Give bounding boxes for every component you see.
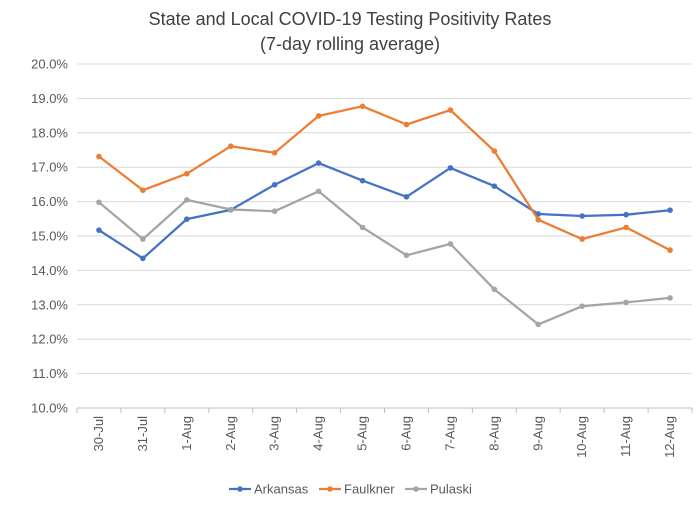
y-tick-label: 18.0% — [31, 125, 68, 140]
data-point-pulaski — [96, 199, 102, 206]
data-point-arkansas — [140, 255, 146, 262]
y-tick-label: 17.0% — [31, 160, 68, 175]
data-point-faulkner — [227, 143, 234, 150]
data-point-pulaski — [667, 295, 673, 301]
legend-label: Arkansas — [254, 482, 309, 497]
x-tick-label: 10-Aug — [574, 416, 589, 458]
data-point-pulaski — [227, 206, 234, 213]
legend-label: Faulkner — [344, 482, 395, 497]
data-point-arkansas — [623, 211, 629, 218]
data-point-arkansas — [447, 165, 454, 171]
data-point-faulkner — [271, 149, 278, 156]
data-point-faulkner — [535, 217, 542, 223]
data-point-faulkner — [579, 236, 585, 242]
x-tick-label: 3-Aug — [267, 416, 282, 451]
data-point-faulkner — [447, 107, 454, 113]
data-point-pulaski — [315, 188, 322, 195]
data-point-faulkner — [359, 103, 366, 110]
chart-subtitle: (7-day rolling average) — [259, 34, 441, 54]
y-tick-label: 14.0% — [31, 263, 68, 278]
data-point-faulkner — [184, 170, 190, 177]
data-point-faulkner — [315, 113, 322, 119]
x-tick-label: 1-Aug — [179, 416, 194, 451]
data-point-arkansas — [579, 213, 585, 219]
x-tick-label: 4-Aug — [311, 416, 326, 451]
data-point-faulkner — [403, 121, 410, 128]
data-point-pulaski — [447, 241, 454, 247]
data-point-pulaski — [623, 299, 629, 306]
data-point-pulaski — [535, 321, 542, 328]
data-point-arkansas — [315, 160, 322, 166]
y-tick-label: 19.0% — [31, 91, 68, 106]
x-tick-label: 12-Aug — [662, 416, 677, 458]
x-tick-label: 9-Aug — [530, 416, 545, 451]
data-point-pulaski — [579, 303, 585, 309]
series-line-faulkner — [98, 105, 671, 252]
y-tick-label: 13.0% — [31, 297, 68, 312]
y-tick-label: 15.0% — [31, 229, 68, 244]
data-point-pulaski — [403, 252, 410, 259]
data-point-pulaski — [184, 197, 190, 203]
data-point-pulaski — [359, 224, 366, 231]
data-point-pulaski — [491, 286, 498, 293]
data-point-faulkner — [491, 148, 498, 154]
legend-marker — [327, 486, 333, 492]
legend-marker — [413, 486, 419, 492]
series-line-arkansas — [98, 161, 671, 260]
legend-marker — [237, 486, 243, 492]
chart-title: State and Local COVID-19 Testing Positiv… — [148, 9, 552, 29]
data-point-faulkner — [96, 153, 102, 160]
x-tick-label: 30-Jul — [91, 416, 106, 452]
data-point-pulaski — [140, 236, 146, 242]
x-tick-label: 8-Aug — [486, 416, 501, 451]
x-tick-label: 2-Aug — [223, 416, 238, 451]
data-point-arkansas — [667, 207, 673, 213]
data-point-arkansas — [359, 177, 366, 184]
data-point-arkansas — [96, 227, 102, 233]
data-point-pulaski — [271, 208, 278, 215]
x-tick-label: 31-Jul — [135, 416, 150, 452]
y-tick-label: 10.0% — [31, 401, 68, 416]
data-point-arkansas — [184, 216, 190, 222]
x-tick-label: 11-Aug — [618, 416, 633, 457]
data-point-arkansas — [491, 183, 498, 189]
data-point-faulkner — [623, 224, 629, 231]
y-tick-label: 12.0% — [31, 332, 68, 347]
y-tick-label: 20.0% — [31, 57, 68, 72]
y-tick-label: 11.0% — [32, 366, 68, 381]
y-tick-label: 16.0% — [31, 194, 68, 209]
x-tick-label: 5-Aug — [355, 416, 370, 451]
data-point-faulkner — [667, 247, 673, 253]
legend-label: Pulaski — [430, 482, 472, 497]
data-point-arkansas — [535, 211, 542, 217]
data-point-arkansas — [271, 181, 278, 188]
data-point-arkansas — [403, 193, 410, 200]
x-tick-label: 6-Aug — [398, 416, 413, 451]
series-line-pulaski — [98, 190, 671, 326]
data-point-faulkner — [140, 187, 146, 194]
x-tick-label: 7-Aug — [442, 416, 457, 451]
